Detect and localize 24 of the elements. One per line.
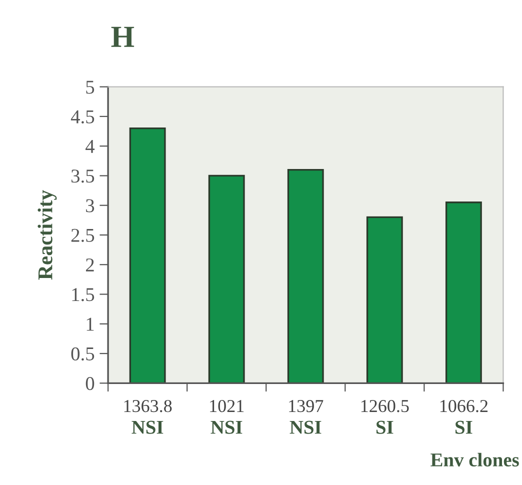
x-tick-label: 1260.5 SI: [361, 400, 409, 434]
bar: [287, 168, 324, 384]
y-tick-label: 2.5: [71, 228, 94, 242]
x-tick-label: 1021 NSI: [210, 400, 244, 434]
y-tick-label: 0.5: [71, 347, 94, 361]
x-tick-label: 1397 NSI: [289, 400, 324, 434]
y-tick-label: 4.5: [70, 110, 94, 124]
bar: [445, 202, 482, 384]
y-tick-label: 3: [86, 199, 94, 212]
x-axis-title: Env clones: [430, 452, 519, 466]
y-tick-label: 4: [86, 140, 95, 153]
x-tick-label: 1363.8 NSI: [124, 400, 172, 434]
y-tick-label: 5: [86, 80, 94, 94]
bar: [208, 174, 245, 384]
x-tick-label: 1066.2 SI: [440, 400, 488, 434]
y-axis-title: Reactivity: [38, 190, 57, 280]
chart-title: H: [111, 26, 134, 47]
y-tick-label: 1.5: [72, 288, 94, 302]
y-tick-label: 2: [86, 258, 94, 272]
y-tick-label: 0: [86, 376, 94, 390]
y-tick-label: 3.5: [71, 170, 94, 183]
y-tick-label: 1: [86, 318, 94, 331]
bar: [129, 127, 166, 384]
bar: [366, 216, 403, 384]
